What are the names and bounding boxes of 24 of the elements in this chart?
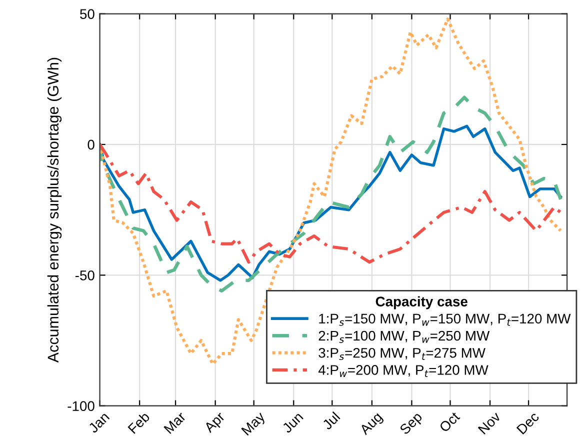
legend-title: Capacity case [376, 296, 468, 310]
x-tick-label: Jul [321, 411, 340, 430]
x-tick-label: Jan [88, 412, 110, 434]
x-tick-label: Dec [516, 411, 540, 435]
y-tick-label: 50 [80, 9, 94, 19]
legend-label: 3:P$_{s}$=250 MW, P$_{t}$=275 MW [318, 348, 486, 360]
y-tick-label: 0 [88, 140, 94, 150]
y-axis-title: Accumulated energy surplus/shortage (GWh) [47, 58, 62, 363]
x-tick-label: Mar [164, 411, 186, 434]
legend-label: 4:P$_{w}$=200 MW, P$_{t}$=120 MW [318, 365, 488, 378]
legend-label: 1:P$_{s}$=150 MW, P$_{w}$=150 MW, P$_{t}$=120 MW [319, 314, 571, 326]
y-tick-label: -50 [75, 270, 94, 280]
x-tick-label: May [241, 411, 268, 438]
line-series [100, 96, 562, 293]
x-tick-label: Feb [127, 411, 150, 434]
line-series [100, 142, 562, 264]
legend-label: 2:P$_{s}$=100 MW, P$_{w}$=250 MW [318, 330, 490, 343]
x-tick-label: Aug [358, 412, 385, 438]
x-tick-label: Oct [438, 411, 460, 433]
x-tick-label: Nov [478, 411, 502, 435]
x-tick-label: Apr [203, 411, 228, 436]
x-tick-label: Jun [282, 412, 304, 434]
y-tick-label: -100 [68, 401, 94, 412]
x-tick-label: Sep [399, 411, 425, 437]
